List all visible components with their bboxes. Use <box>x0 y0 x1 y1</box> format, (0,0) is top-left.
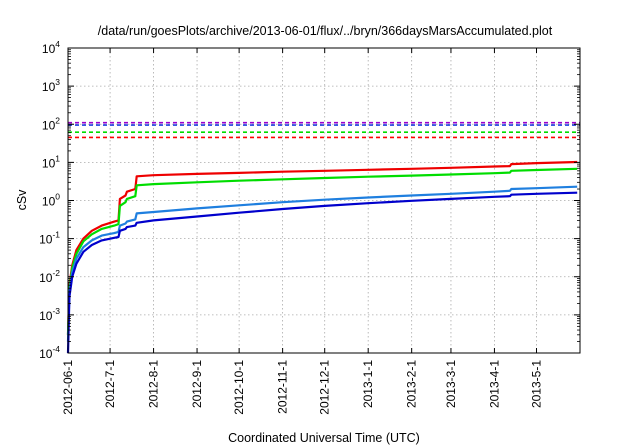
y-tick-label: 10-1 <box>39 230 60 247</box>
x-tick-label: 2012-12-1 <box>318 360 332 415</box>
series-line <box>66 160 578 335</box>
y-axis-ticks: 10-4 10-3 10-2 10-1 100 101 102 103 104 <box>39 39 580 361</box>
x-tick-label: 2012-7-1 <box>103 360 117 408</box>
x-tick-label: 2012-9-1 <box>190 360 204 408</box>
x-tick-label: 2012-11-1 <box>276 360 290 414</box>
y-tick-label: 10-3 <box>39 306 60 323</box>
x-tick-label: 2013-1-1 <box>361 360 375 408</box>
y-tick-label: 10-2 <box>39 268 60 285</box>
x-tick-label: 2013-5-1 <box>530 360 544 408</box>
x-tick-label: 2013-4-1 <box>487 360 501 408</box>
y-tick-label: 10-4 <box>39 344 60 361</box>
series-line <box>66 185 578 342</box>
y-tick-label: 103 <box>42 77 60 94</box>
x-axis-ticks: 2012-06-1 2012-7-1 2012-8-1 2012-9-1 2012-10… <box>61 48 544 415</box>
x-tick-label: 2012-06-1 <box>61 360 75 415</box>
chart-title: /data/run/goesPlots/archive/2013-06-01/f… <box>98 24 553 38</box>
series-line <box>66 191 578 354</box>
y-tick-label: 100 <box>42 192 60 209</box>
y-tick-label: 101 <box>42 153 60 170</box>
threshold-lines <box>68 121 580 139</box>
x-tick-label: 2013-3-1 <box>444 360 458 408</box>
x-axis-label: Coordinated Universal Time (UTC) <box>228 431 420 445</box>
y-axis-label: cSv <box>15 189 29 211</box>
series-lines <box>66 160 578 354</box>
y-tick-label: 102 <box>42 115 60 132</box>
x-tick-label: 2012-10-1 <box>232 360 246 415</box>
series-line <box>66 167 578 335</box>
x-tick-label: 2013-2-1 <box>405 360 419 408</box>
y-tick-label: 104 <box>42 39 60 56</box>
x-tick-label: 2012-8-1 <box>147 360 161 408</box>
